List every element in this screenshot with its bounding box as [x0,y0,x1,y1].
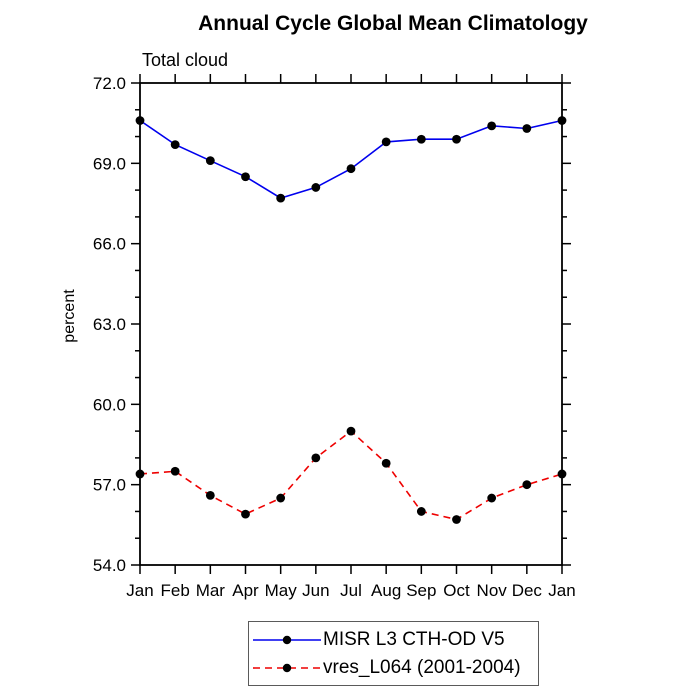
series-0 [135,116,567,203]
x-tick-label: May [265,581,298,600]
data-point-marker [205,156,215,166]
x-tick-label: Dec [512,581,543,600]
y-tick-label: 60.0 [93,395,126,414]
series-line-1 [139,430,563,521]
data-point-marker [311,453,321,463]
y-axis-ticks: 72.0 69.0 66.0 63.0 60.0 57.0 54.0 [93,74,571,575]
data-point-marker [522,480,532,490]
axis-frame [139,82,563,566]
data-point-marker [487,121,497,131]
data-point-marker [416,507,426,516]
x-tick-label: Oct [443,581,470,600]
data-point-marker [276,193,286,203]
x-tick-label: Jan [126,581,153,600]
data-point-marker [557,116,567,125]
x-tick-label: Feb [161,581,190,600]
legend-label: vres_L064 (2001-2004) [323,657,521,678]
series-line-0 [139,119,563,199]
data-point-marker [241,509,250,519]
data-point-marker [452,134,461,144]
legend-item: MISR L3 CTH-OD V5 [253,626,538,654]
y-tick-label: 54.0 [93,556,126,575]
x-tick-label: Sep [406,581,436,600]
data-point-marker [416,134,426,144]
chart-title: Annual Cycle Global Mean Climatology [198,12,588,35]
data-point-marker [346,426,356,436]
data-point-marker [522,124,532,133]
data-point-marker [276,493,286,503]
legend-line-dashed-icon [253,663,321,672]
y-tick-label: 69.0 [93,154,126,173]
data-point-marker [557,469,567,479]
data-point-marker [205,490,215,500]
legend-label: MISR L3 CTH-OD V5 [323,629,505,650]
data-point-marker [346,164,356,174]
y-tick-label: 63.0 [93,315,126,334]
data-point-marker [487,493,497,503]
x-tick-label: Mar [196,581,226,600]
data-point-marker [381,137,391,147]
x-tick-label: Nov [477,581,508,600]
legend: MISR L3 CTH-OD V5 vres_L064 (2001-2004) [248,621,539,686]
x-axis-ticks: Jan Feb Mar Apr May Jun Jul Aug Sep Oct Nov Dec Jan [126,74,576,600]
x-tick-label: Jun [302,581,329,600]
x-tick-label: Jan [548,581,575,600]
data-point-marker [381,458,391,468]
data-point-marker [135,116,145,125]
y-tick-label: 66.0 [93,235,126,254]
legend-line-solid-icon [253,635,321,644]
chart-subtitle: Total cloud [142,50,229,70]
x-tick-label: Apr [232,581,259,600]
series-1 [135,426,567,524]
data-point-marker [452,515,461,524]
data-point-marker [241,172,250,182]
y-tick-label: 57.0 [93,476,126,495]
data-point-marker [311,183,321,192]
y-tick-label: 72.0 [93,74,126,93]
data-point-marker [170,466,180,476]
x-tick-label: Aug [371,581,401,600]
x-tick-label: Jul [340,581,362,600]
legend-item: vres_L064 (2001-2004) [253,654,538,682]
data-point-marker [170,140,180,149]
data-point-marker [135,469,145,479]
